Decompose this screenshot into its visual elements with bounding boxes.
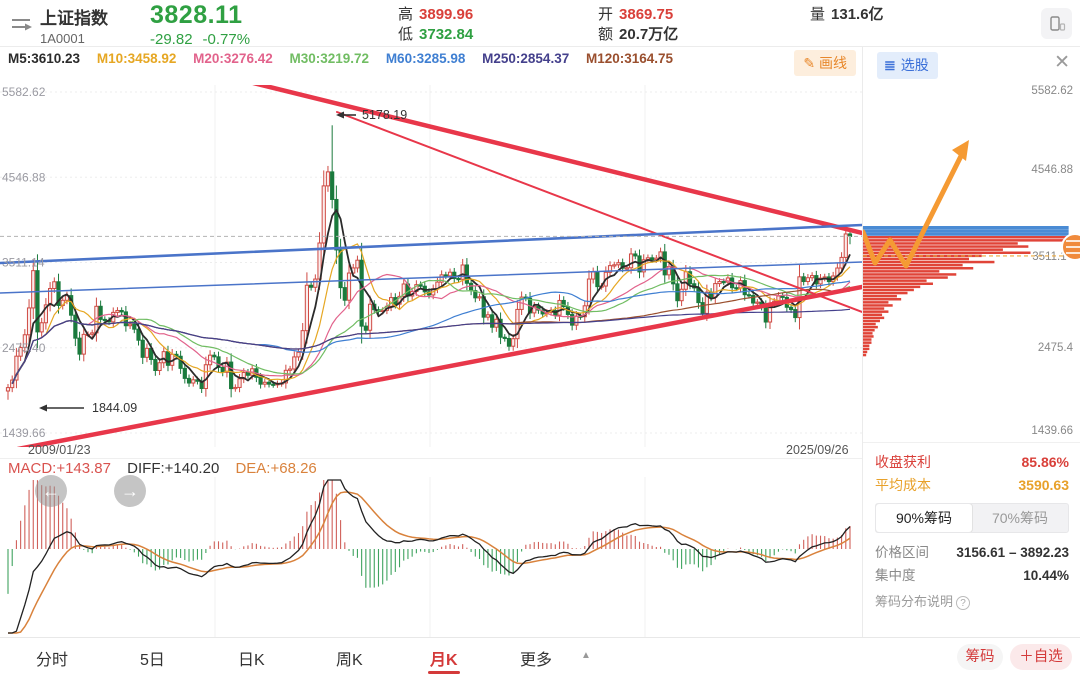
candlestick-chart[interactable]: 5178.19 1844.09 5582.62 4546.88 3511.14 2475.… — [0, 85, 862, 447]
ma-values-row: M5:3610.23 M10:3458.92 M20:3276.42 M30:3… — [8, 51, 788, 66]
low-value: 3732.84 — [419, 26, 474, 43]
tab-daily[interactable]: 日K — [238, 652, 265, 669]
ma60-label: M60:3285.98 — [385, 51, 466, 66]
divider — [0, 458, 862, 459]
ma30-label: M30:3219.72 — [289, 51, 370, 66]
svg-text:1844.09: 1844.09 — [92, 401, 137, 415]
pan-right-button[interactable]: → — [114, 475, 146, 507]
open-value: 3869.75 — [619, 6, 674, 23]
profit-value: 85.86% — [1021, 454, 1069, 470]
macd-chart[interactable] — [0, 477, 862, 637]
right-axis-label: 2475.4 — [1037, 342, 1073, 354]
high-value: 3899.96 — [419, 6, 474, 23]
concentration-label: 集中度 — [875, 568, 916, 583]
end-date: 2025/09/26 — [786, 443, 849, 457]
filter-list-icon: ≣ — [884, 57, 896, 73]
svg-text:5582.62: 5582.62 — [2, 85, 46, 99]
period-tabbar: 分时 5日 日K 周K 月K 更多 ▲ 筹码 ＋自选 — [0, 637, 1080, 675]
tab-monthly[interactable]: 月K — [427, 646, 460, 674]
add-watchlist-button[interactable]: ＋自选 — [1010, 644, 1072, 670]
price-change: -29.82 -0.77% — [150, 31, 251, 48]
right-axis-label: 4546.88 — [1031, 164, 1073, 176]
volume-value: 131.6亿 — [831, 6, 884, 23]
close-icon[interactable]: ✕ — [1054, 52, 1070, 73]
chip-distribution-panel: ≣ 选股 ✕ 5582.62 4546.88 3511.14 2475.4 143… — [862, 47, 1080, 637]
macd-value: MACD:+143.87 — [8, 460, 111, 477]
right-axis-label: 1439.66 — [1031, 425, 1073, 437]
svg-text:3511.14: 3511.14 — [2, 256, 45, 270]
header: 上证指数 1A0001 3828.11 -29.82 -0.77% 高 3899.9… — [0, 0, 1080, 48]
macd-values-row: MACD:+143.87 DIFF:+140.20 DEA:+68.26 — [8, 460, 329, 477]
dea-value: DEA:+68.26 — [235, 460, 317, 477]
amount-value: 20.7万亿 — [619, 26, 679, 43]
tab-90-percent-chips[interactable]: 90%筹码 — [876, 504, 972, 532]
index-code: 1A0001 — [40, 31, 85, 46]
price-range-value: 3156.61 – 3892.23 — [956, 545, 1069, 560]
svg-text:2475.40: 2475.40 — [2, 341, 46, 355]
caret-up-icon[interactable]: ▲ — [581, 650, 591, 661]
stock-select-button[interactable]: ≣ 选股 — [877, 52, 938, 79]
pan-left-button[interactable]: ← — [35, 475, 67, 507]
open-amount-stats: 开 3869.75 额 20.7万亿 — [598, 6, 679, 43]
help-icon: ? — [956, 596, 971, 610]
active-tab-underline — [427, 671, 460, 674]
chip-distribution-chart[interactable] — [863, 47, 1080, 442]
diff-value: DIFF:+140.20 — [127, 460, 220, 477]
chip-range-tabs: 90%筹码 70%筹码 — [875, 503, 1069, 533]
tab-weekly[interactable]: 周K — [336, 652, 363, 669]
tab-5day[interactable]: 5日 — [140, 652, 165, 669]
svg-text:1439.66: 1439.66 — [2, 426, 46, 440]
tab-more[interactable]: 更多 — [520, 652, 553, 669]
tab-minute[interactable]: 分时 — [36, 652, 69, 669]
kline-pane: M5:3610.23 M10:3458.92 M20:3276.42 M30:3… — [0, 47, 862, 637]
svg-text:4546.88: 4546.88 — [2, 170, 46, 184]
high-low-stats: 高 3899.96 低 3732.84 — [398, 6, 474, 43]
start-date: 2009/01/23 — [28, 443, 91, 457]
index-name: 上证指数 — [40, 9, 108, 28]
tab-70-percent-chips[interactable]: 70%筹码 — [991, 510, 1049, 526]
ma120-label: M120:3164.75 — [585, 51, 674, 66]
ma250-label: M250:2854.37 — [482, 51, 570, 66]
concentration-value: 10.44% — [1023, 568, 1069, 583]
pencil-icon: ✎ — [803, 55, 816, 71]
rotate-phone-icon — [1049, 15, 1065, 31]
avg-cost-label: 平均成本 — [875, 477, 931, 493]
switch-stock-icon[interactable] — [10, 15, 32, 33]
price-range-label: 价格区间 — [875, 545, 929, 560]
date-axis: 2009/01/23 2025/09/26 — [0, 443, 862, 459]
rotate-landscape-button[interactable] — [1041, 8, 1072, 39]
chip-help-link[interactable]: 筹码分布说明? — [875, 591, 1069, 610]
profit-label: 收盘获利 — [875, 454, 931, 470]
chip-info-block: 收盘获利 85.86% 平均成本 3590.63 90%筹码 70%筹码 价格区… — [863, 442, 1080, 610]
current-price: 3828.11 — [150, 1, 243, 29]
right-axis-label: 5582.62 — [1031, 85, 1073, 97]
ma20-label: M20:3276.42 — [193, 51, 273, 66]
svg-text:5178.19: 5178.19 — [362, 108, 407, 122]
draw-line-button[interactable]: ✎ 画线 — [794, 50, 856, 76]
chip-toggle-button[interactable]: 筹码 — [957, 644, 1003, 670]
ma5-label: M5:3610.23 — [8, 51, 81, 66]
right-axis-label: 3511.14 — [1032, 251, 1073, 263]
ma10-label: M10:3458.92 — [96, 51, 177, 66]
avg-cost-value: 3590.63 — [1018, 477, 1069, 493]
volume-stat: 量 131.6亿 — [810, 6, 884, 23]
